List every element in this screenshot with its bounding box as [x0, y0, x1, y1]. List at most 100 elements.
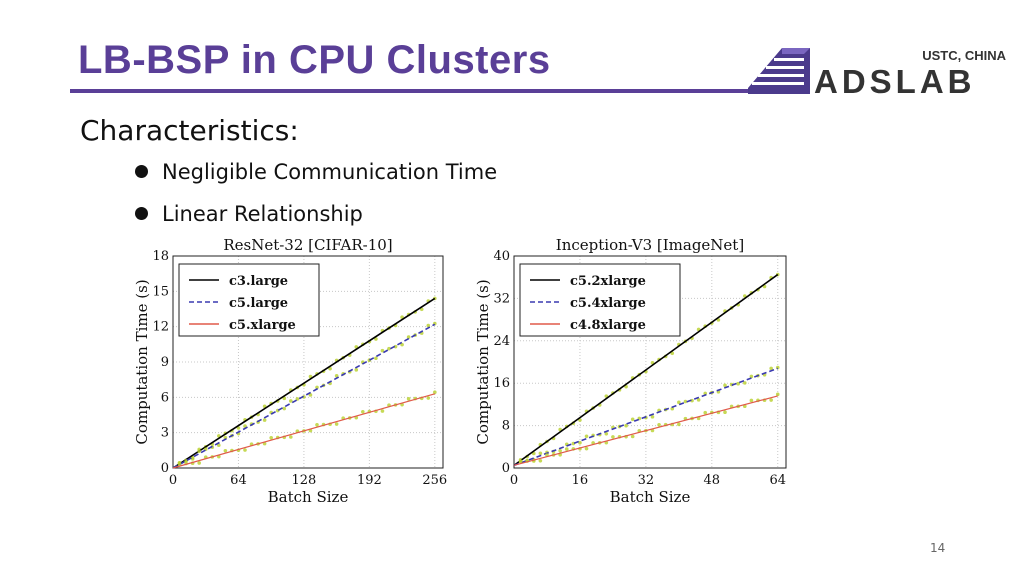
data-point [361, 410, 365, 414]
legend: c5.2xlarge c5.4xlarge c4.8xlarge [519, 263, 681, 337]
y-tick-label: 8 [502, 419, 510, 434]
data-point [243, 448, 247, 452]
x-tick-label: 64 [230, 473, 247, 488]
y-tick-label: 0 [161, 461, 169, 476]
y-axis-label: Computation Time (s) [474, 279, 492, 444]
resnet-chart: ResNet-32 [CIFAR-10] 0 64 128 192 256 0 3 6 9 12 15… [133, 236, 447, 506]
x-tick-label: 256 [422, 473, 447, 488]
y-tick-label: 24 [493, 334, 510, 349]
y-tick-label: 40 [493, 249, 510, 264]
data-point [578, 440, 582, 445]
data-point [308, 393, 313, 397]
data-point [538, 459, 543, 463]
y-tick-label: 3 [161, 426, 169, 441]
data-point [657, 422, 661, 427]
page-number: 14 [930, 541, 946, 555]
series-points-band [177, 390, 437, 466]
data-point [380, 409, 385, 413]
bullet-text: Negligible Communication Time [162, 160, 498, 184]
legend-label: c5.4xlarge [570, 296, 646, 311]
legend-label: c5.xlarge [229, 318, 296, 333]
series-line [172, 323, 436, 469]
y-tick-label: 12 [152, 320, 169, 335]
data-point [769, 366, 773, 371]
x-tick-label: 192 [357, 473, 382, 488]
data-point [736, 381, 740, 386]
data-point [624, 423, 628, 428]
data-point [670, 406, 675, 411]
data-point [604, 432, 609, 436]
data-point [217, 443, 221, 448]
data-point [400, 342, 404, 347]
data-point [393, 344, 398, 349]
legend-label: c3.large [229, 274, 288, 289]
bullet-text: Linear Relationship [162, 202, 363, 226]
data-point [334, 373, 339, 378]
data-point [315, 385, 319, 390]
x-tick-label: 32 [638, 473, 655, 488]
slide-title: LB-BSP in CPU Clusters [78, 38, 551, 82]
y-tick-label: 16 [493, 376, 510, 391]
y-axis-label: Computation Time (s) [133, 279, 151, 444]
x-tick-label: 0 [169, 473, 177, 488]
data-point [406, 397, 411, 401]
series-line [172, 297, 436, 469]
bullet-item: Negligible Communication Time [135, 160, 497, 184]
series-points-band [518, 392, 780, 464]
data-point [723, 410, 727, 415]
y-tick-label: 32 [493, 291, 510, 306]
data-point [703, 410, 708, 415]
data-point [769, 398, 773, 402]
data-point [177, 461, 182, 466]
legend: c3.large c5.large c5.xlarge [178, 263, 320, 337]
adslab-logo: USTC, CHINA ADSLAB [748, 48, 1007, 96]
data-point [426, 396, 431, 400]
data-point [433, 390, 437, 394]
data-point [683, 399, 688, 404]
y-tick-label: 18 [152, 249, 169, 264]
data-point [611, 435, 615, 439]
data-point [406, 335, 411, 339]
series-points-band [518, 365, 780, 464]
data-point [289, 399, 293, 403]
bullet-item: Linear Relationship [135, 202, 363, 226]
bullet-dot-icon [135, 206, 148, 220]
logo-line2: ADSLAB [814, 63, 976, 96]
data-point [630, 417, 635, 422]
x-tick-label: 48 [704, 473, 721, 488]
y-tick-label: 15 [152, 284, 169, 299]
series-line [513, 273, 779, 466]
data-point [387, 346, 391, 351]
data-point [775, 392, 780, 397]
inception-chart: Inception-V3 [ImageNet] 0 16 32 48 64 0 8 16 24 32… [474, 236, 787, 506]
data-point [650, 415, 655, 419]
data-point [282, 406, 287, 411]
x-axis-label: Batch Size [268, 488, 349, 506]
chart-title: Inception-V3 [ImageNet] [556, 236, 744, 254]
data-point [380, 348, 385, 353]
chart-title: ResNet-32 [CIFAR-10] [223, 236, 392, 254]
data-point [518, 459, 523, 464]
data-point [584, 446, 589, 451]
plot-frame [172, 255, 444, 469]
characteristics-heading: Characteristics: [80, 114, 299, 147]
x-tick-label: 0 [510, 473, 518, 488]
data-point [749, 398, 754, 403]
data-point [374, 356, 378, 361]
data-point [538, 451, 543, 456]
data-point [289, 435, 293, 439]
data-point [749, 374, 754, 379]
data-point [295, 397, 300, 401]
data-point [677, 400, 681, 405]
y-tick-label: 6 [161, 390, 169, 405]
y-tick-label: 0 [502, 461, 510, 476]
data-point [262, 418, 267, 422]
x-tick-label: 64 [769, 473, 786, 488]
title-underline [70, 89, 810, 93]
data-point [696, 398, 701, 402]
data-point [354, 368, 359, 372]
data-point [197, 449, 201, 454]
x-tick-label: 128 [291, 473, 316, 488]
x-tick-label: 16 [572, 473, 589, 488]
data-point [197, 461, 201, 465]
